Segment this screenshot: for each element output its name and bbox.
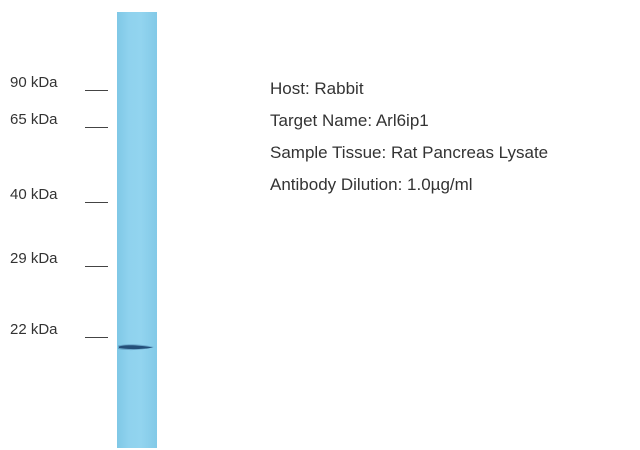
marker-tick [85,127,108,128]
marker-22kda: 22 kDa [10,321,110,343]
antibody-dilution-text: Antibody Dilution: 1.0µg/ml [270,175,473,194]
marker-tick [85,266,108,267]
protein-band [118,344,154,351]
sample-tissue-text: Sample Tissue: Rat Pancreas Lysate [270,143,549,162]
protein-band-shape [119,345,153,350]
marker-40kda: 40 kDa [10,186,110,208]
marker-label: 22 kDa [10,321,58,338]
marker-29kda: 29 kDa [10,250,110,272]
blot-lane [117,12,157,448]
marker-90kda: 90 kDa [10,74,110,96]
target-name-text: Target Name: Arl6ip1 [270,111,429,130]
marker-label: 90 kDa [10,74,58,91]
marker-label: 29 kDa [10,250,58,267]
host-text: Host: Rabbit [270,79,364,98]
marker-label: 65 kDa [10,111,58,128]
antibody-info: Host: Rabbit Target Name: Arl6ip1 Sample… [270,78,638,206]
marker-tick [85,90,108,91]
marker-tick [85,337,108,338]
protein-band-glow [118,344,154,351]
marker-tick [85,202,108,203]
marker-label: 40 kDa [10,186,58,203]
marker-65kda: 65 kDa [10,111,110,133]
